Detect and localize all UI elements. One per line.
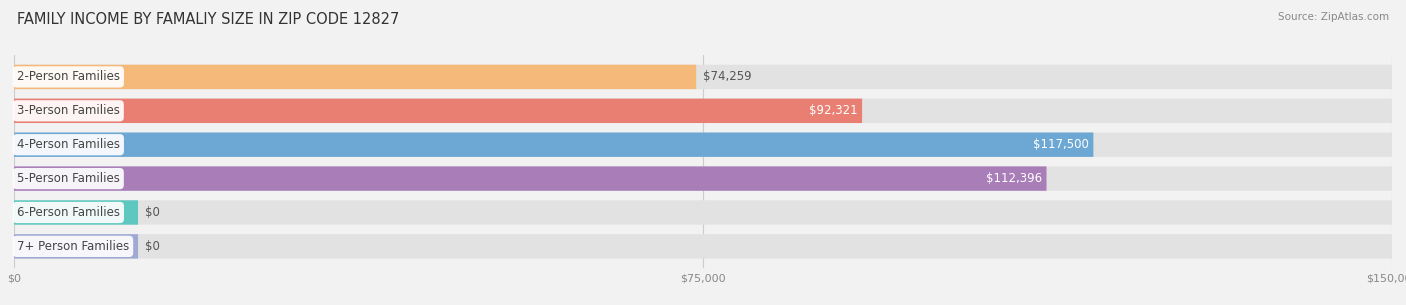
FancyBboxPatch shape xyxy=(14,65,1392,89)
Text: $74,259: $74,259 xyxy=(703,70,752,84)
FancyBboxPatch shape xyxy=(14,132,1392,157)
Text: 3-Person Families: 3-Person Families xyxy=(17,104,120,117)
Text: 6-Person Families: 6-Person Families xyxy=(17,206,120,219)
Text: 2-Person Families: 2-Person Families xyxy=(17,70,120,84)
Text: Source: ZipAtlas.com: Source: ZipAtlas.com xyxy=(1278,12,1389,22)
Text: $92,321: $92,321 xyxy=(810,104,858,117)
Text: $0: $0 xyxy=(145,240,160,253)
FancyBboxPatch shape xyxy=(14,167,1046,191)
Text: 5-Person Families: 5-Person Families xyxy=(17,172,120,185)
FancyBboxPatch shape xyxy=(14,200,138,225)
Text: $112,396: $112,396 xyxy=(986,172,1042,185)
FancyBboxPatch shape xyxy=(14,132,1094,157)
Text: $0: $0 xyxy=(145,206,160,219)
FancyBboxPatch shape xyxy=(14,167,1392,191)
FancyBboxPatch shape xyxy=(14,99,862,123)
Text: 4-Person Families: 4-Person Families xyxy=(17,138,120,151)
FancyBboxPatch shape xyxy=(14,65,696,89)
FancyBboxPatch shape xyxy=(14,200,1392,225)
Text: $117,500: $117,500 xyxy=(1033,138,1090,151)
FancyBboxPatch shape xyxy=(14,234,1392,259)
Text: 7+ Person Families: 7+ Person Families xyxy=(17,240,129,253)
Text: FAMILY INCOME BY FAMALIY SIZE IN ZIP CODE 12827: FAMILY INCOME BY FAMALIY SIZE IN ZIP COD… xyxy=(17,12,399,27)
FancyBboxPatch shape xyxy=(14,234,138,259)
FancyBboxPatch shape xyxy=(14,99,1392,123)
